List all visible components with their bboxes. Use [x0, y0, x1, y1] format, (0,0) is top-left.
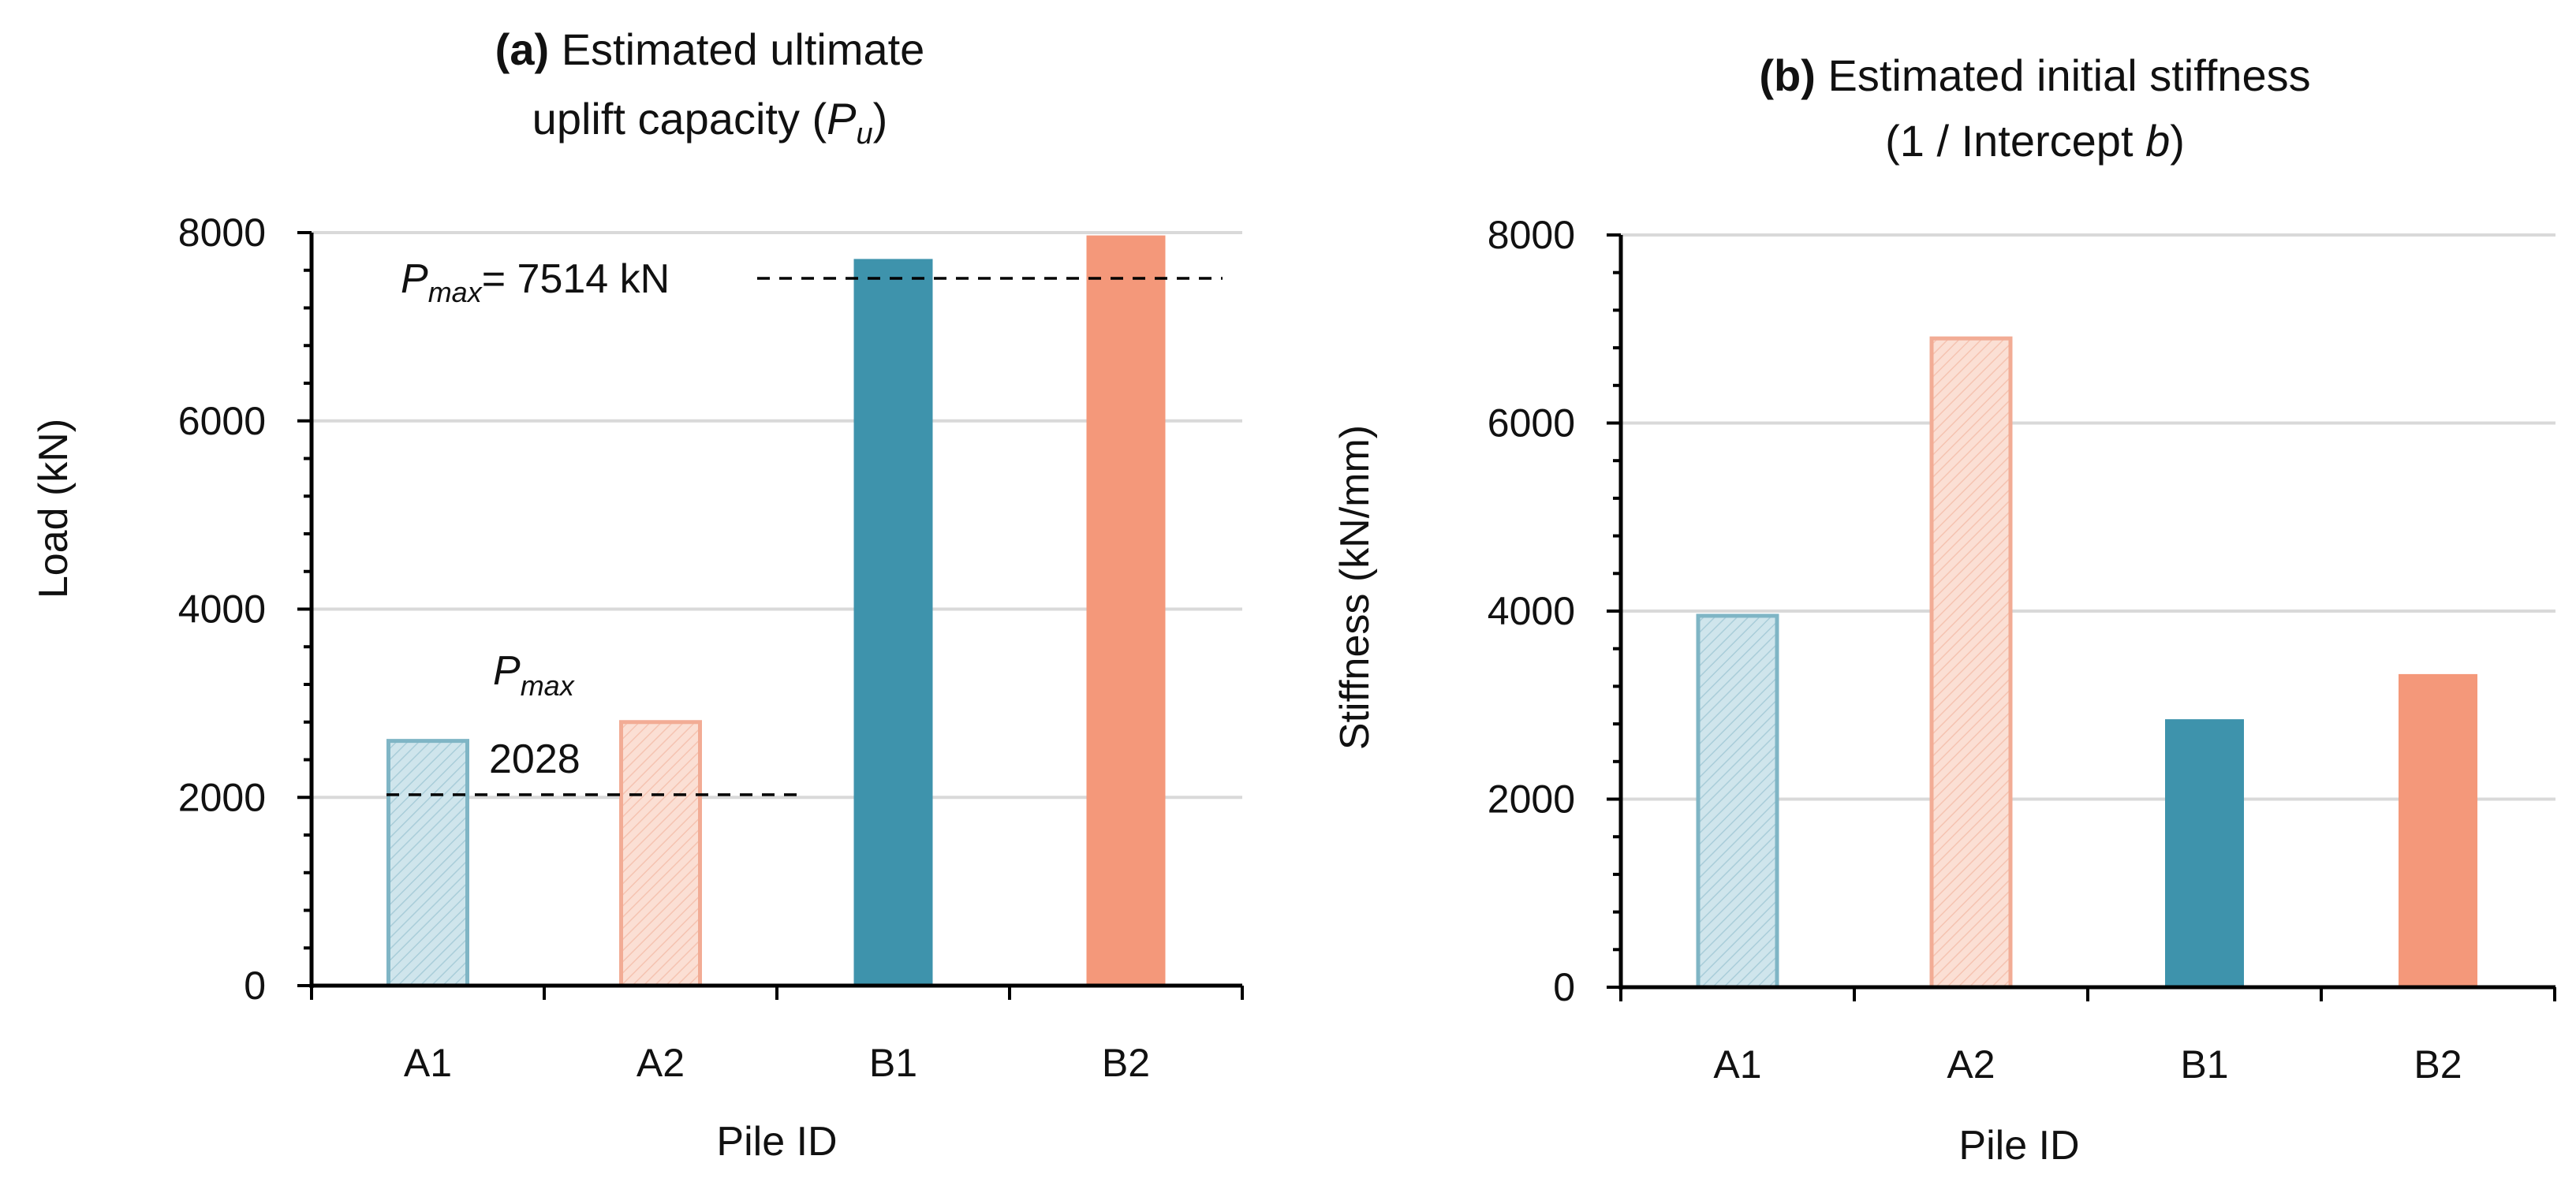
- y-tick-label: 6000: [178, 399, 266, 443]
- panel-a-reference-lines: Pmax= 7514 kN Pmax 2028: [386, 256, 1223, 796]
- y-tick-label: 2000: [178, 775, 266, 819]
- panel-b-title-line1: (b) Estimated initial stiffness: [1759, 50, 2310, 100]
- panel-a-title-text1: Estimated ultimate: [562, 24, 925, 74]
- x-tick-label: B2: [2414, 1042, 2462, 1087]
- panel-a-x-axis-label: Pile ID: [716, 1119, 837, 1165]
- bar-b1: [2165, 719, 2244, 987]
- panel-a-chart: (a) Estimated ultimate uplift capacity (…: [31, 24, 1244, 1165]
- panel-a-title-text2: uplift capacity (: [532, 94, 827, 144]
- y-tick-label: 0: [1553, 965, 1575, 1009]
- panel-b-title-text2: (1 / Intercept: [1885, 116, 2145, 166]
- pmax-annotation-a-label: Pmax: [493, 648, 576, 702]
- panel-a-title-line2: uplift capacity (Pu): [532, 94, 888, 151]
- panel-b-bars: [1696, 336, 2477, 990]
- x-tick-label: B2: [1102, 1041, 1150, 1085]
- y-tick-label: 8000: [1488, 213, 1575, 257]
- y-tick-label: 4000: [178, 587, 266, 632]
- panel-b-x-tick-labels: A1 A2 B1 B2: [1713, 1042, 2462, 1087]
- panel-a-title-prefix: (a): [495, 24, 549, 74]
- bar-a2: [1929, 336, 2013, 990]
- pmax-annotation-a-value: 2028: [489, 736, 581, 782]
- bar-b2: [1086, 235, 1166, 986]
- panel-b-x-axis-label: Pile ID: [1958, 1123, 2079, 1169]
- panel-b-title-line2: (1 / Intercept b): [1885, 116, 2185, 166]
- panel-a-y-tick-labels: 0 2000 4000 6000 8000: [178, 211, 266, 1008]
- panel-b-y-tick-labels: 0 2000 4000 6000 8000: [1488, 213, 1575, 1009]
- panel-b-y-axis-label: Stiffness (kN/mm): [1332, 425, 1378, 750]
- y-tick-label: 4000: [1488, 589, 1575, 633]
- bar-b1: [853, 259, 933, 986]
- x-tick-label: A1: [1713, 1042, 1761, 1087]
- panel-b-title-prefix: (b): [1759, 50, 1816, 100]
- panel-a-title-end: ): [873, 94, 888, 144]
- panel-a-title-line1: (a) Estimated ultimate: [495, 24, 925, 74]
- panel-b-title-end: ): [2170, 116, 2185, 166]
- pmax-annotation-b: Pmax= 7514 kN: [401, 256, 670, 308]
- x-tick-label: B1: [2180, 1042, 2228, 1087]
- bar-a2: [619, 720, 702, 988]
- panel-a-y-axis-label: Load (kN): [31, 419, 77, 598]
- y-tick-label: 6000: [1488, 401, 1575, 446]
- y-tick-label: 2000: [1488, 777, 1575, 822]
- panel-b-axes: [1607, 233, 2556, 1001]
- bar-a1: [386, 739, 469, 988]
- x-tick-label: A2: [637, 1041, 685, 1085]
- panel-a-x-tick-labels: A1 A2 B1 B2: [404, 1041, 1150, 1085]
- panel-a-title-var: P: [827, 94, 856, 144]
- y-tick-label: 0: [244, 964, 266, 1008]
- x-tick-label: A2: [1947, 1042, 1995, 1087]
- bar-a1: [1696, 613, 1779, 990]
- panel-a-title-sub: u: [857, 117, 873, 151]
- x-tick-label: B1: [869, 1041, 917, 1085]
- panel-b-title-var: b: [2145, 116, 2170, 166]
- panel-b-chart: (b) Estimated initial stiffness (1 / Int…: [1332, 50, 2556, 1169]
- panel-a-axes: [297, 231, 1244, 1000]
- bar-b2: [2399, 673, 2477, 987]
- panel-b-title-text1: Estimated initial stiffness: [1827, 50, 2310, 100]
- x-tick-label: A1: [404, 1041, 452, 1085]
- y-tick-label: 8000: [178, 211, 266, 255]
